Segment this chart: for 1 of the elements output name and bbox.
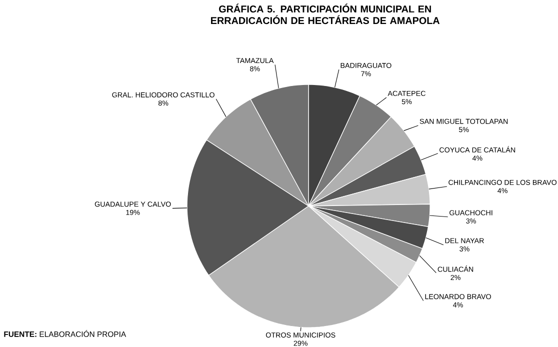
chart-title: GRÁFICA 5. PARTICIPACIÓN MUNICIPAL EN ERRADICACIÓN DE HECTÁREAS DE AMAPOLA	[211, 4, 440, 24]
